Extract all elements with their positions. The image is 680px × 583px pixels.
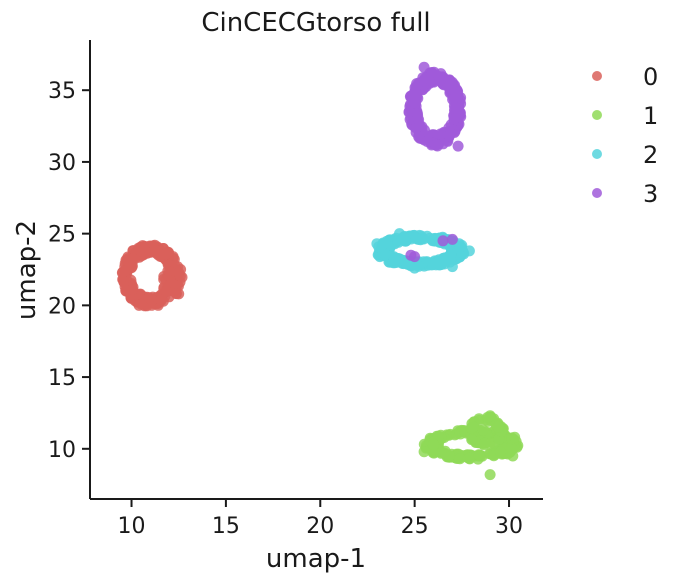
- legend-marker-1: [592, 110, 602, 120]
- legend: 0 1 2 3: [592, 63, 658, 208]
- data-point: [126, 262, 138, 273]
- chart-title: CinCECGtorso full: [201, 8, 430, 38]
- x-tick-label: 30: [495, 514, 523, 539]
- data-point: [394, 228, 405, 240]
- data-point: [446, 261, 458, 273]
- data-point: [446, 233, 458, 245]
- legend-label-1: 1: [643, 102, 658, 130]
- data-point: [447, 94, 459, 105]
- data-point: [477, 424, 489, 436]
- data-point: [492, 421, 504, 433]
- data-point: [133, 299, 145, 311]
- data-point: [379, 249, 391, 261]
- legend-label-2: 2: [643, 141, 658, 169]
- data-point: [421, 136, 433, 147]
- data-point: [175, 264, 187, 275]
- data-point: [409, 262, 421, 274]
- series-1-points: [418, 410, 524, 481]
- data-point: [160, 285, 172, 297]
- y-tick-label: 10: [48, 438, 76, 463]
- data-point: [418, 61, 430, 73]
- data-point: [454, 453, 466, 465]
- data-point: [434, 74, 446, 86]
- data-point: [473, 449, 485, 461]
- data-point: [120, 285, 132, 297]
- y-ticks: 10 15 20 25 30 35: [48, 79, 90, 463]
- data-point: [409, 82, 421, 94]
- y-tick-label: 25: [48, 223, 76, 248]
- data-point: [400, 235, 411, 247]
- data-point: [412, 233, 424, 245]
- data-point: [484, 469, 496, 481]
- data-point: [371, 238, 383, 250]
- data-point: [126, 253, 138, 265]
- legend-marker-0: [592, 71, 602, 81]
- data-point: [413, 114, 425, 126]
- data-point: [435, 259, 447, 270]
- data-point: [155, 294, 167, 306]
- legend-marker-3: [592, 188, 602, 198]
- y-tick-label: 20: [48, 294, 76, 319]
- x-ticks: 10 15 20 25 30: [118, 499, 523, 539]
- data-point: [437, 235, 449, 247]
- data-point: [467, 421, 479, 433]
- data-point: [484, 410, 496, 422]
- x-tick-label: 10: [118, 514, 146, 539]
- data-point: [418, 446, 430, 458]
- data-point: [428, 439, 439, 450]
- legend-label-0: 0: [643, 63, 658, 91]
- x-tick-label: 20: [306, 514, 334, 539]
- data-point: [430, 139, 442, 151]
- data-point: [463, 452, 475, 464]
- y-axis-label: umap-2: [12, 220, 42, 320]
- series-3-points: [403, 61, 467, 263]
- x-tick-label: 15: [212, 514, 240, 539]
- y-tick-label: 35: [48, 79, 76, 104]
- data-point: [173, 288, 185, 300]
- data-point: [409, 97, 421, 109]
- data-point: [466, 434, 478, 446]
- data-point: [410, 122, 422, 134]
- data-point: [463, 245, 475, 257]
- data-point: [454, 106, 466, 118]
- data-point: [479, 437, 491, 449]
- y-tick-label: 15: [48, 366, 76, 391]
- data-point: [419, 72, 431, 84]
- scatter-points: [116, 61, 524, 481]
- data-point: [452, 140, 464, 152]
- data-point: [143, 292, 155, 304]
- data-point: [409, 251, 421, 263]
- data-point: [444, 128, 456, 140]
- legend-label-3: 3: [643, 180, 658, 208]
- data-point: [432, 430, 444, 442]
- series-2-points: [371, 228, 475, 274]
- data-point: [509, 431, 521, 443]
- data-point: [442, 80, 454, 92]
- x-tick-label: 25: [401, 514, 429, 539]
- data-point: [403, 106, 415, 117]
- x-axis-label: umap-1: [266, 544, 366, 574]
- data-point: [151, 245, 163, 257]
- data-point: [495, 446, 506, 458]
- data-point: [413, 131, 425, 143]
- y-tick-label: 30: [48, 151, 76, 176]
- data-point: [435, 447, 447, 459]
- legend-marker-2: [592, 149, 602, 159]
- data-point: [507, 450, 519, 462]
- series-0-points: [116, 239, 188, 312]
- data-point: [435, 128, 447, 140]
- data-point: [454, 241, 466, 253]
